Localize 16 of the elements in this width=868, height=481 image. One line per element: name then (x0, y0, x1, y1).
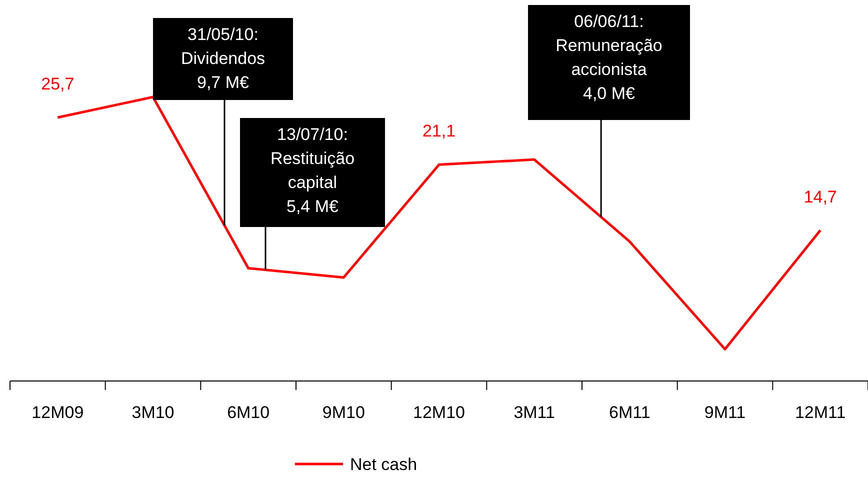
x-tick-label: 12M10 (413, 403, 465, 422)
data-label: 25,7 (41, 74, 74, 94)
data-label: 21,1 (422, 122, 456, 141)
x-tick-label: 3M11 (514, 403, 555, 422)
annotation: 06/06/11: Remuneração accionista 4,0 M€ (556, 12, 662, 103)
legend-label: Net cash (350, 455, 418, 474)
x-tick-label: 9M11 (704, 403, 746, 422)
x-tick-label: 6M11 (609, 403, 650, 422)
text: 31/05/10: Dividendos 9,7 M€ (180, 25, 266, 92)
data-label: 14,7 (804, 187, 837, 206)
x-tick-label: 9M10 (322, 403, 365, 422)
x-tick-label: 3M10 (132, 403, 174, 422)
x-tick-label: 6M10 (227, 403, 270, 422)
annotation: 13/07/10: Restituição capital 5,4 M€ (270, 125, 355, 216)
x-tick-label: 12M11 (794, 403, 846, 422)
x-tick-label: 12M09 (32, 403, 84, 422)
